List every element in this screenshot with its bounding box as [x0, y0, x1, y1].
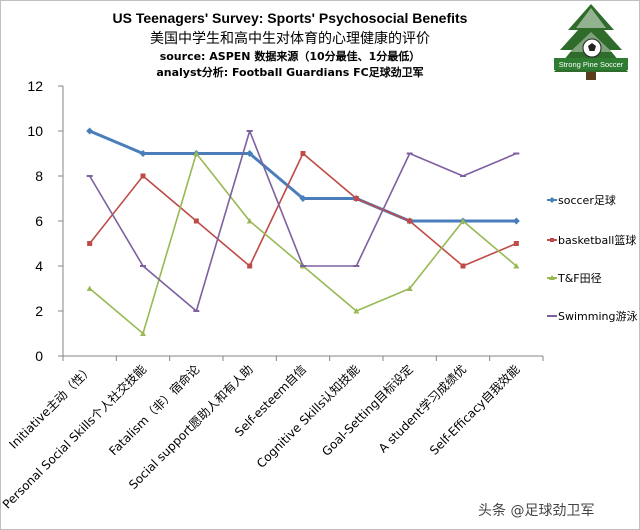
data-point — [407, 218, 413, 224]
chart-title-chinese: 美国中学生和高中生对体育的心理健康的评价 — [150, 31, 430, 47]
logo-text: Strong Pine Soccer — [559, 60, 624, 69]
x-category-label: A student学习成绩优 — [375, 362, 469, 456]
data-point — [86, 285, 93, 291]
x-category-label: Fatalism（非）宿命论 — [106, 362, 203, 459]
data-point — [406, 285, 413, 291]
chart-source: source: ASPEN 数据来源（10分最佳、1分最低） — [159, 50, 421, 63]
data-point — [139, 150, 147, 157]
data-point — [140, 330, 146, 336]
data-point — [300, 151, 306, 156]
y-tick-label: 6 — [35, 213, 43, 229]
pine-tree-logo: Strong Pine Soccer — [554, 4, 628, 80]
series-line-0 — [89, 129, 517, 223]
chart-analyst: analyst分析: Football Guardians FC足球劲卫军 — [156, 66, 424, 79]
data-point — [299, 195, 307, 202]
y-tick-label: 8 — [35, 168, 43, 184]
legend-label: T&F田径 — [557, 272, 602, 285]
data-point — [193, 218, 199, 224]
legend-label: Swimming游泳 — [558, 309, 637, 323]
legend-marker — [549, 197, 555, 203]
x-category-label: Goal-Setting目标设定 — [318, 362, 415, 459]
data-point — [513, 263, 520, 269]
data-point — [247, 263, 253, 269]
legend-marker — [550, 238, 554, 242]
data-point — [353, 196, 359, 201]
legend-label: soccer足球 — [558, 193, 616, 207]
x-category-label: Self-Efficacy自我效能 — [426, 362, 522, 458]
y-tick-label: 4 — [35, 258, 43, 274]
data-point — [246, 150, 254, 157]
data-point — [246, 218, 253, 224]
series-line-2 — [89, 152, 517, 335]
y-tick-label: 12 — [27, 78, 43, 94]
y-tick-label: 2 — [35, 303, 43, 319]
watermark: 头条 @足球劲卫军 — [478, 503, 595, 519]
data-point — [513, 241, 519, 246]
legend-label: basketball篮球 — [558, 233, 636, 247]
data-point — [87, 241, 93, 246]
legend-marker — [549, 275, 555, 280]
x-category-label: Cognitive Skills认知技能 — [254, 362, 362, 470]
data-point — [460, 263, 466, 269]
chart-title: US Teenagers' Survey: Sports' Psychosoci… — [112, 10, 468, 26]
data-point — [140, 173, 146, 179]
data-point — [193, 150, 200, 156]
series-line-1 — [89, 152, 517, 267]
data-point — [353, 308, 360, 314]
data-point — [86, 127, 94, 135]
y-tick-label: 0 — [35, 348, 43, 364]
data-point — [512, 217, 520, 225]
y-tick-label: 10 — [27, 123, 43, 139]
data-point — [460, 218, 466, 224]
